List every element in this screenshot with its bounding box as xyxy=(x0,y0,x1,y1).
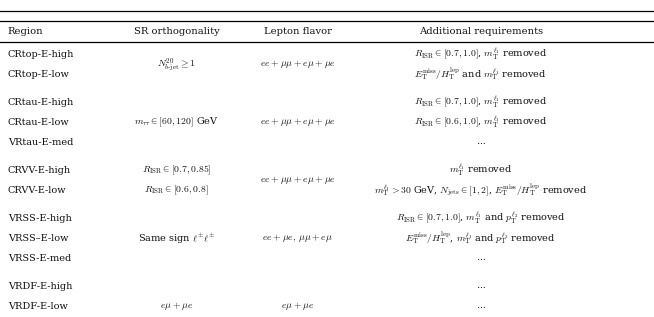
Text: VRDF-E-high: VRDF-E-high xyxy=(8,282,72,291)
Text: $E_{\mathrm{T}}^{\mathrm{miss}}/H_{\mathrm{T}}^{\mathrm{lep}}$, $m_{\mathrm{T}}^: $E_{\mathrm{T}}^{\mathrm{miss}}/H_{\math… xyxy=(405,230,556,246)
Text: VRDF-E-low: VRDF-E-low xyxy=(8,302,68,311)
Text: $R_{\mathrm{ISR}} \in [0.6, 1.0]$, $m_{\mathrm{T}}^{\ell_1}$ removed: $R_{\mathrm{ISR}} \in [0.6, 1.0]$, $m_{\… xyxy=(414,115,547,130)
Text: $\cdots$: $\cdots$ xyxy=(475,302,486,311)
Text: VRSS–E-low: VRSS–E-low xyxy=(8,234,69,243)
Text: $ee + \mu\mu + e\mu + \mu e$: $ee + \mu\mu + e\mu + \mu e$ xyxy=(260,58,336,70)
Text: CRVV-E-low: CRVV-E-low xyxy=(8,186,67,195)
Text: $e\mu + \mu e$: $e\mu + \mu e$ xyxy=(160,300,193,312)
Text: $\cdots$: $\cdots$ xyxy=(475,138,486,146)
Text: VRSS-E-high: VRSS-E-high xyxy=(8,214,71,223)
Text: Lepton flavor: Lepton flavor xyxy=(264,27,332,36)
Text: CRtop-E-low: CRtop-E-low xyxy=(8,70,70,79)
Text: $R_{\mathrm{ISR}} \in [0.6, 0.8]$: $R_{\mathrm{ISR}} \in [0.6, 0.8]$ xyxy=(145,184,209,197)
Text: $\cdots$: $\cdots$ xyxy=(475,282,486,291)
Text: $ee + \mu\mu + e\mu + \mu e$: $ee + \mu\mu + e\mu + \mu e$ xyxy=(260,174,336,186)
Text: $R_{\mathrm{ISR}} \in [0.7, 1.0]$, $m_{\mathrm{T}}^{\ell_1}$ removed: $R_{\mathrm{ISR}} \in [0.7, 1.0]$, $m_{\… xyxy=(414,47,547,62)
Text: SR orthogonality: SR orthogonality xyxy=(133,27,220,36)
Text: $E_{\mathrm{T}}^{\mathrm{miss}}/H_{\mathrm{T}}^{\mathrm{lep}}$ and $m_{\mathrm{T: $E_{\mathrm{T}}^{\mathrm{miss}}/H_{\math… xyxy=(415,66,547,82)
Text: $ee + \mu e,\, \mu\mu + e\mu$: $ee + \mu e,\, \mu\mu + e\mu$ xyxy=(262,232,333,244)
Text: $R_{\mathrm{ISR}} \in [0.7, 1.0]$, $m_{\mathrm{T}}^{\ell_1}$ and $p_{\mathrm{T}}: $R_{\mathrm{ISR}} \in [0.7, 1.0]$, $m_{\… xyxy=(396,211,566,226)
Text: $N_{b\text{-jet}}^{20} \geq 1$: $N_{b\text{-jet}}^{20} \geq 1$ xyxy=(158,56,196,73)
Text: $m_{\mathrm{T}}^{\ell_1} > 30$ GeV, $N_{\mathrm{jets}} \in [1, 2]$, $E_{\mathrm{: $m_{\mathrm{T}}^{\ell_1} > 30$ GeV, $N_{… xyxy=(374,183,587,198)
Text: $R_{\mathrm{ISR}} \in [0.7, 0.85]$: $R_{\mathrm{ISR}} \in [0.7, 0.85]$ xyxy=(142,164,211,177)
Text: VRtau-E-med: VRtau-E-med xyxy=(8,138,73,146)
Text: Region: Region xyxy=(8,27,43,36)
Text: $m_{\tau\tau} \in [60, 120]$ GeV: $m_{\tau\tau} \in [60, 120]$ GeV xyxy=(134,116,219,129)
Text: CRVV-E-high: CRVV-E-high xyxy=(8,166,71,175)
Text: $m_{\mathrm{T}}^{\ell_1}$ removed: $m_{\mathrm{T}}^{\ell_1}$ removed xyxy=(449,163,512,178)
Text: Same sign $\ell^{\pm}\ell^{\pm}$: Same sign $\ell^{\pm}\ell^{\pm}$ xyxy=(138,231,215,246)
Text: $e\mu + \mu e$: $e\mu + \mu e$ xyxy=(281,300,314,312)
Text: VRSS-E-med: VRSS-E-med xyxy=(8,254,71,262)
Text: $ee + \mu\mu + e\mu + \mu e$: $ee + \mu\mu + e\mu + \mu e$ xyxy=(260,116,336,128)
Text: $\cdots$: $\cdots$ xyxy=(475,254,486,262)
Text: $R_{\mathrm{ISR}} \in [0.7, 1.0]$, $m_{\mathrm{T}}^{\ell_1}$ removed: $R_{\mathrm{ISR}} \in [0.7, 1.0]$, $m_{\… xyxy=(414,95,547,110)
Text: Additional requirements: Additional requirements xyxy=(419,27,543,36)
Text: CRtau-E-low: CRtau-E-low xyxy=(8,118,69,127)
Text: CRtau-E-high: CRtau-E-high xyxy=(8,98,74,107)
Text: CRtop-E-high: CRtop-E-high xyxy=(8,50,74,59)
